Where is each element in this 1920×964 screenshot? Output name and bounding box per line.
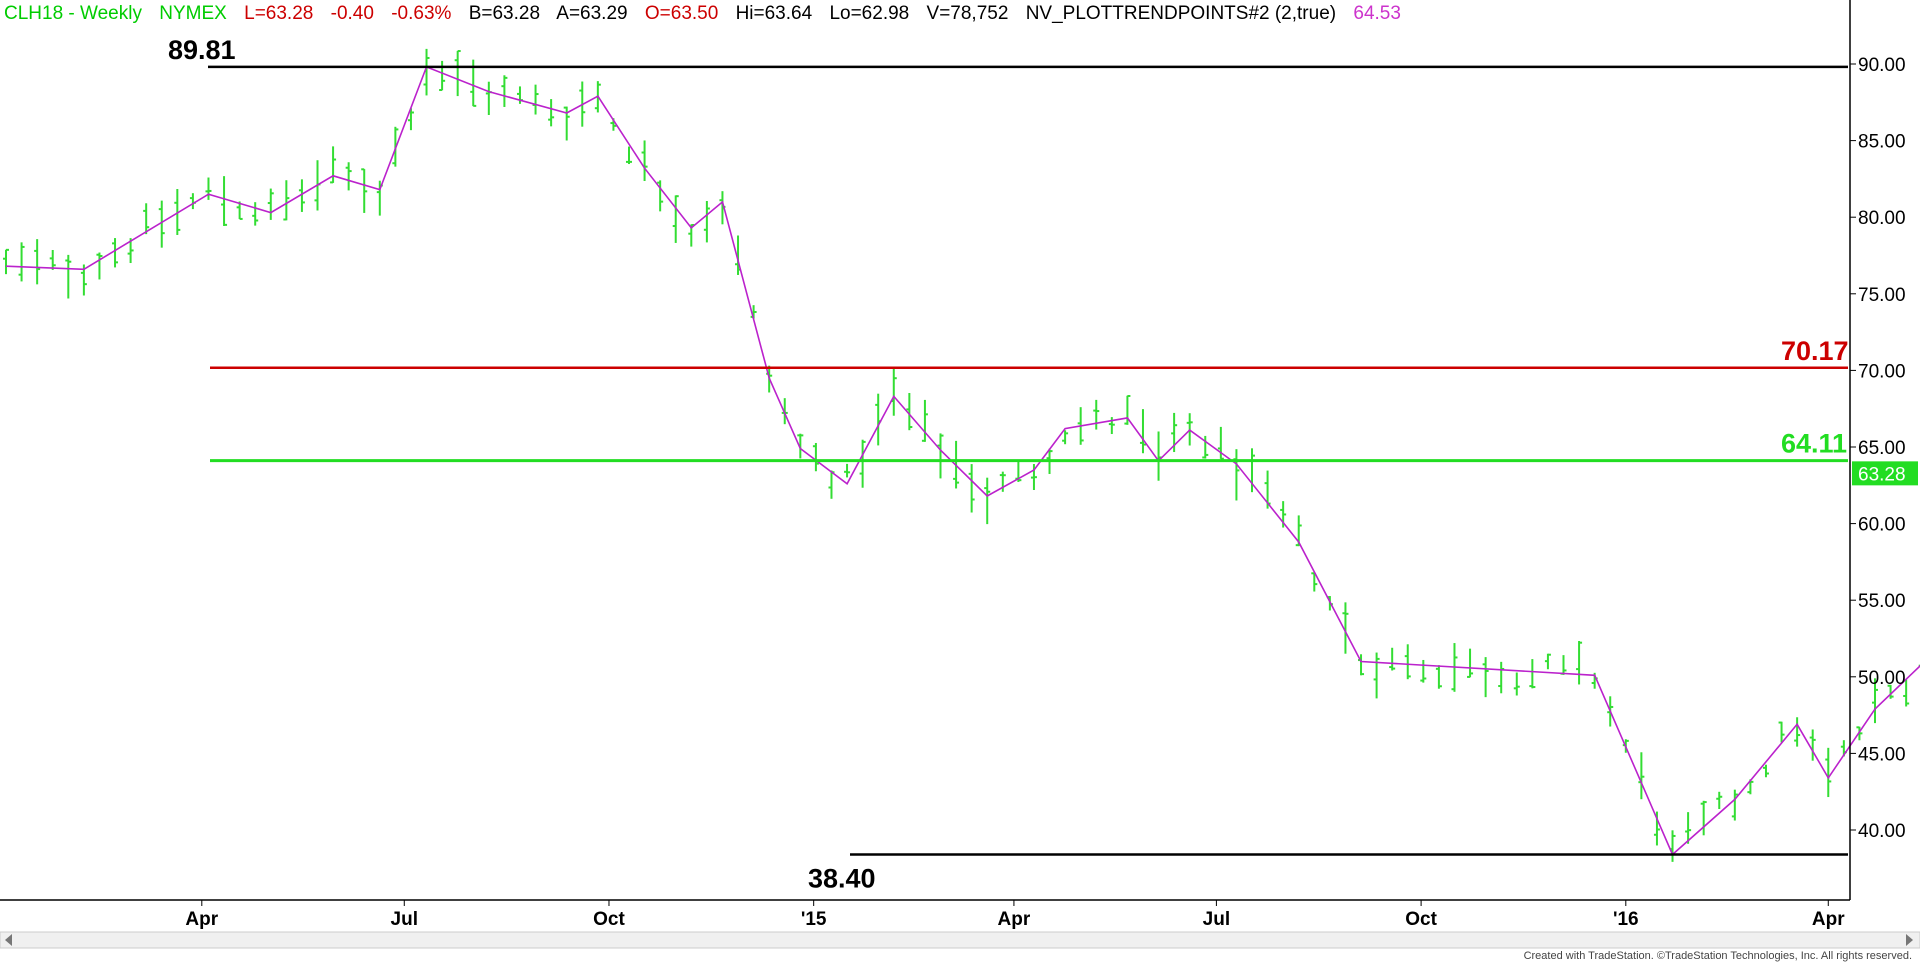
scrollbar[interactable] — [0, 931, 1920, 949]
x-tick-label: Jul — [391, 909, 418, 930]
change-pct-label: -0.63% — [391, 3, 452, 24]
y-tick-label: 70.00 — [1858, 361, 1906, 382]
y-tick-label: 85.00 — [1858, 132, 1906, 153]
chart-header: CLH18 - Weekly NYMEX L=63.28 -0.40 -0.63… — [4, 2, 1413, 26]
y-tick-label: 80.00 — [1858, 208, 1906, 229]
y-tick-label: 60.00 — [1858, 515, 1906, 536]
y-tick-label: 40.00 — [1858, 821, 1906, 842]
ask-label: A=63.29 — [556, 3, 628, 24]
resistance-label: 70.17 — [1781, 336, 1849, 366]
y-tick-label: 50.00 — [1858, 668, 1906, 689]
open-label: O=63.50 — [644, 3, 719, 24]
axes: 40.00 45.00 50.00 55.00 60.00 65.00 70.00 75.00… — [0, 0, 1918, 930]
indicator-value: 64.53 — [1353, 3, 1401, 24]
symbol-label: CLH18 - Weekly — [4, 3, 142, 24]
x-tick-label: Jul — [1203, 909, 1230, 930]
scroll-right-icon[interactable] — [1906, 934, 1913, 946]
x-tick-label: Apr — [185, 909, 218, 930]
bid-label: B=63.28 — [468, 3, 541, 24]
last-price-label: L=63.28 — [244, 3, 314, 24]
x-tick-label: Oct — [1405, 909, 1437, 930]
x-tick-label: '16 — [1613, 909, 1639, 930]
support-label: 64.11 — [1781, 429, 1847, 459]
scrollbar-track[interactable] — [0, 931, 1920, 949]
low-level-label: 38.40 — [808, 864, 876, 894]
high-label: Hi=63.64 — [735, 3, 813, 24]
change-label: -0.40 — [330, 3, 374, 24]
x-tick-label: Oct — [593, 909, 625, 930]
y-tick-label: 55.00 — [1858, 591, 1906, 612]
y-tick-label: 90.00 — [1858, 55, 1906, 76]
indicator-label: NV_PLOTTRENDPOINTS#2 (2,true) — [1025, 3, 1337, 24]
low-label: Lo=62.98 — [829, 3, 910, 24]
x-tick-label: Apr — [1812, 909, 1845, 930]
volume-label: V=78,752 — [926, 3, 1009, 24]
trend-line-group — [5, 65, 1920, 856]
trend-line — [5, 65, 1920, 856]
last-price-box — [1852, 461, 1918, 486]
price-levels: 89.81 70.17 64.11 38.40 — [168, 35, 1849, 894]
ohlc-bars — [3, 48, 1920, 862]
y-tick-label: 75.00 — [1858, 285, 1906, 306]
y-tick-label: 65.00 — [1858, 438, 1906, 459]
scroll-left-icon[interactable] — [5, 934, 12, 946]
last-price-value: 63.28 — [1858, 464, 1906, 485]
high-level-label: 89.81 — [168, 35, 236, 65]
x-tick-label: '15 — [801, 909, 827, 930]
copyright-footer: Created with TradeStation. ©TradeStation… — [1523, 950, 1912, 962]
y-tick-label: 45.00 — [1858, 744, 1906, 765]
x-tick-label: Apr — [998, 909, 1031, 930]
exchange-label: NYMEX — [159, 3, 227, 24]
